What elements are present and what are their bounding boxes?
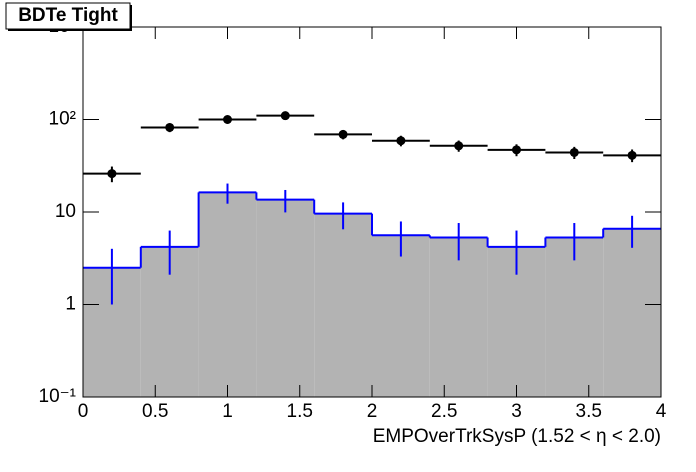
- chart-title: BDTe Tight: [18, 5, 118, 26]
- x-tick-label: 1.5: [287, 401, 313, 422]
- x-tick-label: 0.5: [142, 401, 168, 422]
- x-tick-label: 2.5: [431, 401, 457, 422]
- x-tick-label: 4: [656, 401, 667, 422]
- data-point: [454, 141, 464, 151]
- x-tick-label: 2: [367, 401, 378, 422]
- data-point: [165, 122, 175, 132]
- data-point: [569, 147, 579, 157]
- histogram-bar: [545, 237, 604, 397]
- y-tick-label: 1: [65, 294, 76, 315]
- data-point: [280, 111, 290, 121]
- histogram-bar: [314, 213, 372, 397]
- y-tick-label: 10: [55, 201, 76, 222]
- y-tick-label: 10²: [49, 109, 76, 130]
- histogram-bar: [256, 199, 315, 397]
- x-tick-label: 3: [511, 401, 522, 422]
- histogram-bar: [603, 228, 661, 397]
- data-point: [107, 169, 117, 179]
- data-point: [512, 145, 521, 155]
- x-tick-label: 3.5: [576, 401, 602, 422]
- histogram-bar: [429, 237, 488, 397]
- histogram-bar: [198, 192, 257, 397]
- data-point: [223, 115, 232, 124]
- y-tick-label: 10⁻¹: [39, 386, 77, 407]
- data-point: [338, 129, 348, 139]
- x-axis-label: EMPOverTrkSysP (1.52 < η < 2.0): [373, 426, 661, 447]
- data-point: [627, 150, 637, 160]
- histogram-bar: [372, 235, 430, 397]
- x-tick-label: 0: [78, 401, 89, 422]
- x-tick-label: 1: [222, 401, 233, 422]
- data-point: [396, 136, 406, 146]
